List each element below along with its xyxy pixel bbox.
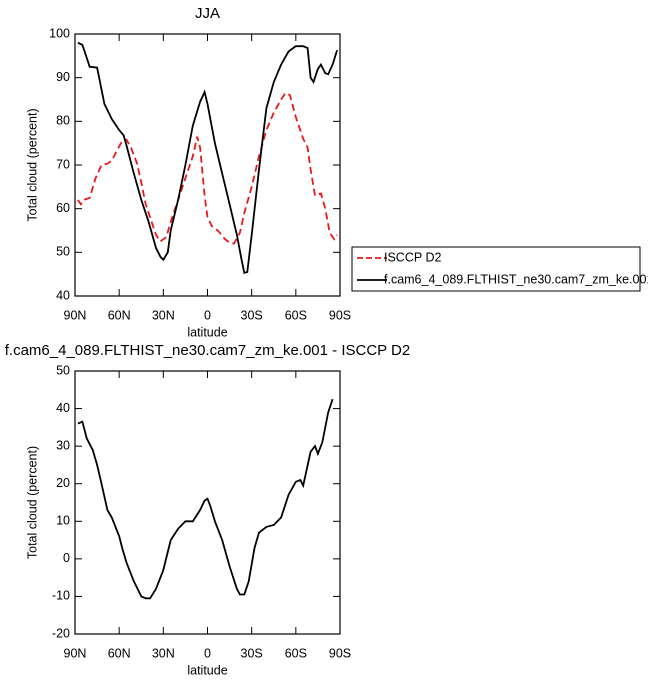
y-tick-label: 50 bbox=[56, 245, 70, 259]
y-tick-label: -20 bbox=[52, 626, 70, 640]
x-axis-label: latitude bbox=[187, 325, 227, 339]
y-tick-label: 40 bbox=[56, 401, 70, 415]
x-tick-label: 60N bbox=[108, 646, 131, 660]
y-tick-label: 20 bbox=[56, 476, 70, 490]
x-tick-label: 90N bbox=[64, 646, 87, 660]
x-tick-label: 60S bbox=[285, 308, 307, 322]
y-tick-label: 100 bbox=[49, 26, 70, 40]
plot-frame bbox=[74, 370, 341, 635]
y-tick-label: 50 bbox=[56, 363, 70, 377]
y-tick-label: 90 bbox=[56, 70, 70, 84]
x-tick-label: 30N bbox=[152, 308, 175, 322]
data-line bbox=[77, 91, 338, 245]
y-tick-label: 70 bbox=[56, 157, 70, 171]
data-line bbox=[77, 41, 338, 275]
y-tick-label: 30 bbox=[56, 438, 70, 452]
x-tick-label: 90N bbox=[64, 308, 87, 322]
x-tick-label: 90S bbox=[329, 646, 351, 660]
legend-label: ISCCP D2 bbox=[384, 250, 441, 264]
chart-title: JJA bbox=[195, 5, 220, 22]
y-axis-label: Total cloud (percent) bbox=[25, 446, 39, 559]
plot-frame bbox=[74, 33, 341, 297]
legend-box bbox=[351, 246, 641, 292]
y-axis-label: Total cloud (percent) bbox=[25, 108, 39, 221]
x-tick-label: 60N bbox=[108, 308, 131, 322]
x-tick-label: 60S bbox=[285, 646, 307, 660]
x-tick-label: 30N bbox=[152, 646, 175, 660]
x-tick-label: 90S bbox=[329, 308, 351, 322]
x-tick-label: 30S bbox=[241, 308, 263, 322]
chart-title: f.cam6_4_089.FLTHIST_ne30.cam7_zm_ke.001… bbox=[5, 342, 410, 359]
y-tick-label: 60 bbox=[56, 201, 70, 215]
x-tick-label: 30S bbox=[241, 646, 263, 660]
y-tick-label: 80 bbox=[56, 114, 70, 128]
y-tick-label: -10 bbox=[52, 589, 70, 603]
x-tick-label: 0 bbox=[204, 308, 211, 322]
x-axis-label: latitude bbox=[187, 663, 227, 677]
x-tick-label: 0 bbox=[204, 646, 211, 660]
legend-label: f.cam6_4_089.FLTHIST_ne30.cam7_zm_ke.001 bbox=[384, 272, 648, 286]
y-tick-label: 40 bbox=[56, 288, 70, 302]
y-tick-label: 10 bbox=[56, 514, 70, 528]
data-line bbox=[77, 398, 334, 600]
y-tick-label: 0 bbox=[63, 551, 70, 565]
